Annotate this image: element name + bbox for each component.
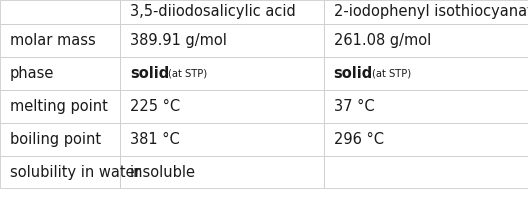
Bar bbox=[0, 156, 120, 188]
Text: 37 °C: 37 °C bbox=[334, 99, 374, 114]
Bar bbox=[324, 90, 528, 123]
Text: (at STP): (at STP) bbox=[168, 68, 207, 78]
Text: solubility in water: solubility in water bbox=[10, 164, 140, 180]
Bar bbox=[324, 0, 528, 24]
Bar bbox=[120, 156, 324, 188]
Text: boiling point: boiling point bbox=[10, 132, 101, 147]
Text: 296 °C: 296 °C bbox=[334, 132, 384, 147]
Bar bbox=[324, 156, 528, 188]
Bar bbox=[120, 24, 324, 57]
Text: 2-iodophenyl isothiocyanate: 2-iodophenyl isothiocyanate bbox=[334, 4, 528, 19]
Bar bbox=[324, 123, 528, 156]
Text: 225 °C: 225 °C bbox=[130, 99, 180, 114]
Bar bbox=[120, 123, 324, 156]
Text: 389.91 g/mol: 389.91 g/mol bbox=[130, 33, 227, 48]
Text: insoluble: insoluble bbox=[130, 164, 196, 180]
Bar bbox=[120, 57, 324, 90]
Bar bbox=[324, 57, 528, 90]
Text: (at STP): (at STP) bbox=[372, 68, 411, 78]
Bar bbox=[0, 90, 120, 123]
Bar bbox=[120, 0, 324, 24]
Bar bbox=[0, 24, 120, 57]
Text: molar mass: molar mass bbox=[10, 33, 95, 48]
Text: 261.08 g/mol: 261.08 g/mol bbox=[334, 33, 431, 48]
Bar bbox=[0, 57, 120, 90]
Text: phase: phase bbox=[10, 66, 54, 81]
Text: solid: solid bbox=[334, 66, 373, 81]
Text: melting point: melting point bbox=[10, 99, 107, 114]
Bar bbox=[0, 0, 120, 24]
Bar bbox=[324, 24, 528, 57]
Bar bbox=[120, 90, 324, 123]
Bar bbox=[0, 123, 120, 156]
Text: 3,5-diiodosalicylic acid: 3,5-diiodosalicylic acid bbox=[130, 4, 296, 19]
Text: 381 °C: 381 °C bbox=[130, 132, 180, 147]
Text: solid: solid bbox=[130, 66, 169, 81]
